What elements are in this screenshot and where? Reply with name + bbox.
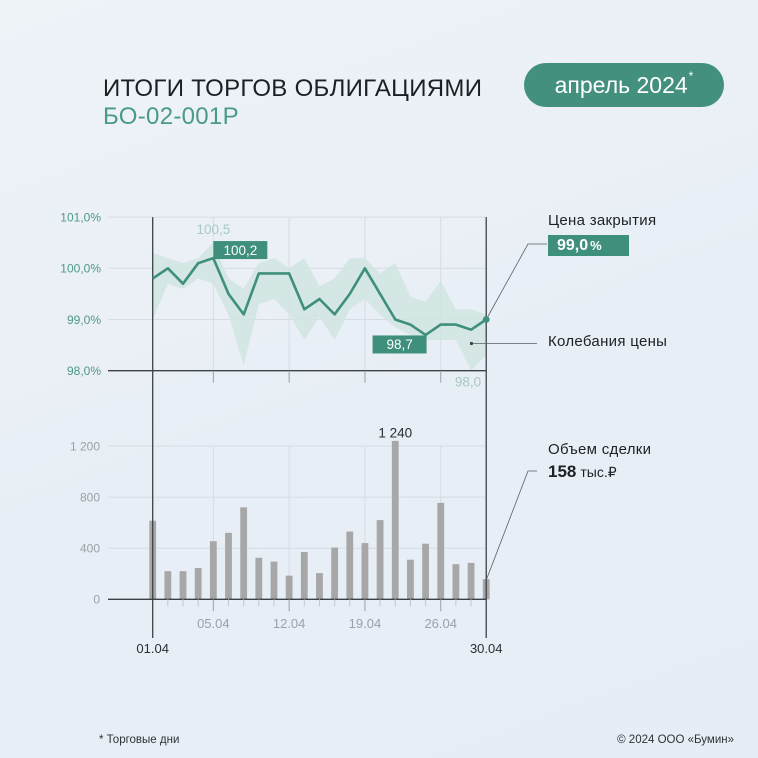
volume-leader xyxy=(485,470,537,581)
volume-bar xyxy=(240,507,248,600)
close-price-unit: % xyxy=(590,238,602,253)
volume-value-number: 158 xyxy=(548,462,577,481)
volume-bar xyxy=(407,559,414,600)
close-price-value: 99,0 xyxy=(557,237,589,254)
period-badge: апрель 2024 * xyxy=(524,63,724,107)
volume-bar xyxy=(194,568,202,600)
volume-tick-label: 400 xyxy=(80,542,100,556)
copyright: © 2024 ООО «Бумин» xyxy=(617,734,734,746)
close-low-badge xyxy=(372,335,427,354)
bond-code: БО-02-001Р xyxy=(103,103,239,130)
period-badge-label: апрель 2024 xyxy=(554,72,688,98)
volume-bar xyxy=(467,562,475,600)
volume-bar xyxy=(452,564,460,600)
volume-bar xyxy=(376,520,384,600)
close-price-line xyxy=(151,256,487,337)
volume-bar xyxy=(422,543,429,600)
period-badge-footnote-mark: * xyxy=(688,69,694,83)
close-price-value-badge: 99,0% xyxy=(548,235,629,256)
volume-value-unit: тыс.₽ xyxy=(580,464,617,480)
legend-leader-lines xyxy=(469,243,547,581)
week-date-label: 19.04 xyxy=(349,616,382,631)
volume-label: Объем сделки xyxy=(548,441,652,458)
close-high-label: 100,2 xyxy=(223,243,257,258)
min-price-label: 98,0 xyxy=(455,375,481,390)
max-volume-label: 1 240 xyxy=(378,425,412,440)
price-tick-label: 100,0% xyxy=(60,262,101,276)
week-date-label: 12.04 xyxy=(273,616,306,631)
volume-bar xyxy=(300,552,308,600)
chart-axes xyxy=(108,217,487,638)
page-title: ИТОГИ ТОРГОВ ОБЛИГАЦИЯМИ xyxy=(103,75,483,102)
price-range-label: Колебания цены xyxy=(548,333,668,350)
period-boundary-date-label: 30.04 xyxy=(470,641,503,656)
price-tick-label: 101,0% xyxy=(60,210,101,224)
volume-bar xyxy=(437,502,445,600)
price-tick-label: 99,0% xyxy=(67,313,101,327)
price-range-dot xyxy=(469,341,474,346)
volume-bar xyxy=(209,541,217,600)
volume-tick-label: 1 200 xyxy=(70,439,100,453)
volume-bars xyxy=(149,440,490,600)
volume-bar xyxy=(270,561,278,600)
volume-bar xyxy=(225,532,232,600)
volume-bar xyxy=(391,440,399,600)
volume-value: 158 тыс.₽ xyxy=(548,462,617,484)
price-range-band xyxy=(152,242,487,371)
price-tick-label: 98,0% xyxy=(67,364,101,378)
close-low-label: 98,7 xyxy=(386,337,412,352)
close-high-badge xyxy=(213,241,268,260)
price-range-area xyxy=(152,242,487,371)
footnote-trading-days: * Торговые дни xyxy=(99,734,180,746)
volume-bar xyxy=(316,573,323,600)
chart-annotations: 100,5 100,2 98,7 98,0 1 240 xyxy=(196,222,481,440)
close-price-polyline xyxy=(151,256,487,337)
volume-tick-label: 800 xyxy=(80,490,100,504)
volume-bar xyxy=(179,571,187,600)
close-price-label: Цена закрытия xyxy=(548,212,657,229)
week-date-label: 26.04 xyxy=(424,616,457,631)
close-price-leader xyxy=(485,243,547,320)
max-price-label: 100,5 xyxy=(196,222,230,237)
volume-bar xyxy=(255,557,263,600)
volume-bar xyxy=(164,571,172,600)
volume-bar xyxy=(285,575,293,600)
volume-bar xyxy=(361,543,369,600)
period-boundary-date-label: 01.04 xyxy=(136,641,169,656)
volume-bar xyxy=(346,531,354,600)
chart-labels: 98,0% 99,0% 100,0% 101,0% 0 400 800 1 200 05.04 1… xyxy=(60,210,502,656)
close-price-dot xyxy=(482,316,490,323)
volume-tick-label: 0 xyxy=(93,593,100,607)
volume-bar xyxy=(331,547,339,600)
week-date-label: 05.04 xyxy=(197,616,230,631)
